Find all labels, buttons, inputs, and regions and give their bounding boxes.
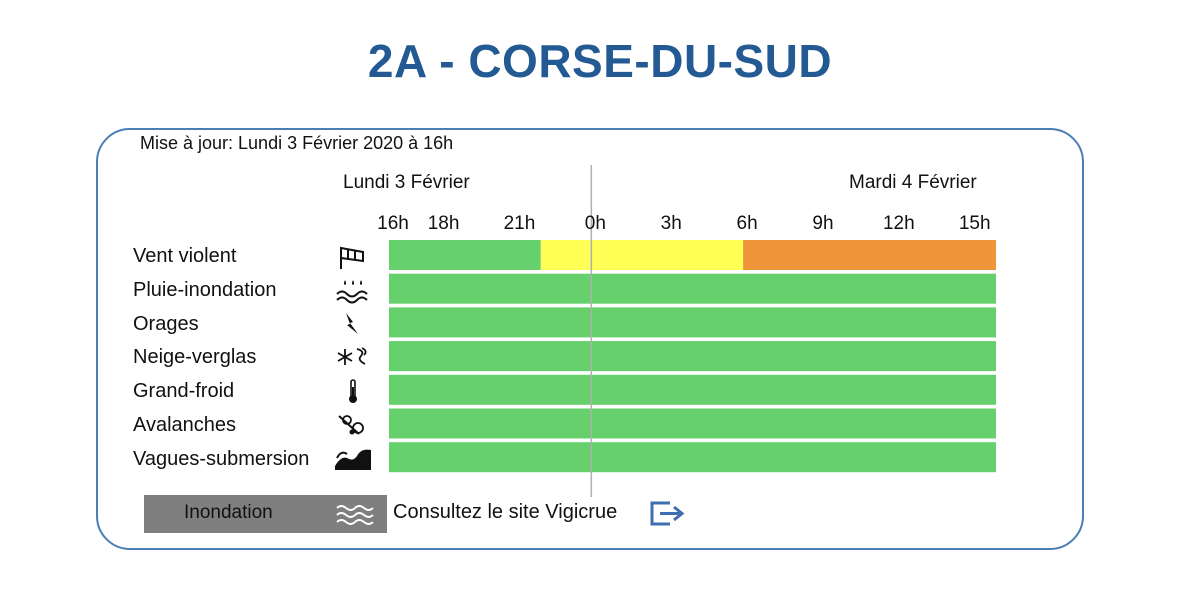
external-link-icon[interactable] bbox=[648, 497, 690, 529]
segment-6-0 bbox=[389, 442, 996, 473]
time-tick-7: 12h bbox=[883, 213, 915, 234]
segment-0-1 bbox=[540, 240, 744, 270]
time-tick-5: 6h bbox=[737, 213, 758, 234]
page-title: 2A - CORSE-DU-SUD bbox=[367, 35, 833, 87]
flood-waves-icon bbox=[334, 500, 376, 528]
segment-3-0 bbox=[389, 341, 996, 372]
lightning-icon bbox=[346, 313, 358, 334]
segment-1-0 bbox=[389, 273, 996, 304]
inondation-label: Inondation bbox=[184, 502, 273, 523]
time-tick-2: 21h bbox=[504, 213, 536, 234]
day-label-monday: Lundi 3 Février bbox=[343, 172, 470, 193]
row-label-orages: Orages bbox=[133, 313, 199, 335]
time-tick-0: 16h bbox=[377, 213, 409, 234]
row-label-vagues-submersion: Vagues-submersion bbox=[133, 448, 310, 470]
row-label-grand-froid: Grand-froid bbox=[133, 380, 235, 402]
row-label-avalanches: Avalanches bbox=[133, 414, 237, 436]
vigicrue-text: Consultez le site Vigicrue bbox=[393, 501, 618, 523]
forecast-panel bbox=[96, 128, 1084, 550]
segment-2-0 bbox=[389, 307, 996, 338]
segment-0-0 bbox=[389, 240, 541, 270]
thermometer-icon bbox=[349, 379, 357, 403]
day-label-tuesday: Mardi 4 Février bbox=[849, 172, 977, 193]
rain-flood-icon bbox=[336, 280, 368, 304]
time-tick-1: 18h bbox=[428, 213, 460, 234]
inondation-legend: Inondation bbox=[144, 495, 387, 533]
wave-submersion-icon bbox=[335, 449, 371, 470]
snow-ice-icon bbox=[337, 347, 367, 365]
time-tick-6: 9h bbox=[812, 213, 833, 234]
windsock-icon bbox=[340, 246, 364, 269]
time-tick-8: 15h bbox=[959, 213, 991, 234]
time-tick-4: 3h bbox=[661, 213, 682, 234]
time-tick-3: 0h bbox=[585, 213, 606, 234]
update-timestamp: Mise à jour: Lundi 3 Février 2020 à 16h bbox=[140, 133, 454, 153]
row-label-neige-verglas: Neige-verglas bbox=[133, 346, 257, 368]
row-label-vent-violent: Vent violent bbox=[133, 245, 237, 267]
segment-0-2 bbox=[743, 240, 996, 270]
segment-4-0 bbox=[389, 374, 996, 405]
avalanche-icon bbox=[338, 415, 364, 435]
row-label-pluie-inondation: Pluie-inondation bbox=[133, 279, 277, 301]
segment-5-0 bbox=[389, 408, 996, 439]
